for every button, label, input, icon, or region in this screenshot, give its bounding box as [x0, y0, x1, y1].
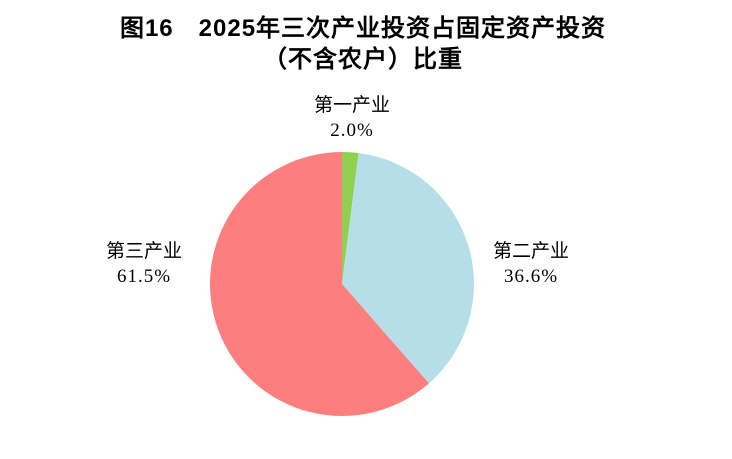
slice-label-primary: 第一产业: [313, 95, 390, 116]
chart-title-line2: （不含农户）比重: [263, 46, 463, 73]
pie-slice-tertiary: [209, 152, 429, 417]
slice-value-tertiary: 61.5%: [116, 266, 172, 287]
chart-title: 图16 2025年三次产业投资占固定资产投资 （不含农户）比重: [0, 13, 726, 75]
slice-callout-primary: 第一产业 2.0%: [252, 93, 452, 143]
slice-label-tertiary: 第三产业: [105, 241, 182, 262]
pie-slice-secondary: [342, 153, 474, 384]
slice-value-primary: 2.0%: [330, 120, 374, 141]
slice-value-secondary: 36.6%: [503, 266, 559, 287]
slice-callout-secondary: 第二产业 36.6%: [431, 239, 631, 289]
chart-title-line1: 图16 2025年三次产业投资占固定资产投资: [119, 15, 607, 42]
slice-label-secondary: 第二产业: [492, 241, 569, 262]
slice-callout-tertiary: 第三产业 61.5%: [44, 239, 244, 289]
pie-slice-primary: [342, 152, 359, 284]
